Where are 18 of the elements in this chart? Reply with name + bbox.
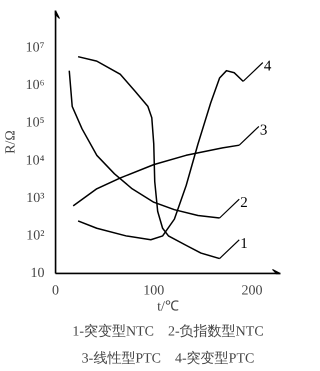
y-tick-label: 10⁷ — [26, 40, 45, 56]
y-tick-label: 10⁵ — [26, 116, 45, 131]
legend-label: 3 — [260, 122, 268, 138]
text: 1-突变型NTC 2-负指数型NTC — [72, 324, 264, 340]
x-tick-label: 200 — [242, 284, 263, 298]
legend-label: 1 — [240, 236, 248, 252]
y-tick-label: 10⁶ — [26, 78, 45, 94]
text: 3-线性型PTC 4-突变型PTC — [82, 350, 254, 366]
y-tick-label: 10² — [26, 228, 45, 244]
y-tick-label: 10 — [30, 266, 44, 281]
legend-label: 4 — [264, 58, 272, 75]
legend-label: 2 — [240, 195, 248, 212]
y-tick-label: 10⁴ — [26, 153, 45, 168]
y-tick-label: 10³ — [26, 190, 45, 206]
x-tick-label: 100 — [143, 284, 164, 298]
x-axis-title: t/℃ — [157, 300, 179, 314]
x-tick-label: 0 — [52, 284, 59, 298]
y-axis-title: R/Ω — [4, 130, 19, 154]
